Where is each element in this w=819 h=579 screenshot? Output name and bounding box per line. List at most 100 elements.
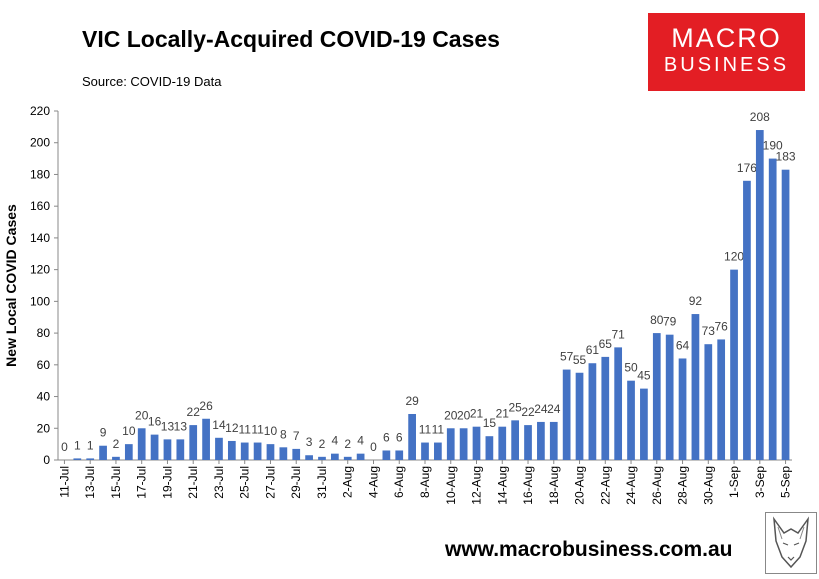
data-label: 13 — [161, 419, 175, 433]
x-tick-label: 20-Aug — [573, 466, 587, 505]
y-tick-label: 100 — [30, 294, 50, 308]
bar — [227, 440, 236, 460]
data-label: 21 — [470, 407, 484, 421]
data-label: 20 — [457, 408, 471, 422]
data-label: 24 — [547, 402, 561, 416]
bar — [240, 442, 249, 460]
data-label: 1 — [87, 438, 94, 452]
data-label: 45 — [637, 369, 651, 383]
bar — [421, 442, 429, 460]
x-tick-label: 1-Sep — [727, 466, 741, 498]
bar — [498, 426, 507, 460]
bar — [99, 445, 107, 460]
data-label: 14 — [212, 418, 226, 432]
data-label: 2 — [344, 437, 351, 451]
data-label: 24 — [534, 402, 548, 416]
x-tick-label: 12-Aug — [470, 466, 484, 505]
bar — [652, 333, 661, 460]
data-label: 73 — [702, 324, 716, 338]
bar — [691, 314, 700, 460]
data-label: 4 — [332, 434, 339, 448]
bar — [215, 437, 223, 460]
bar — [717, 339, 726, 460]
x-tick-label: 22-Aug — [598, 466, 612, 505]
bar — [524, 425, 532, 460]
y-tick-label: 80 — [37, 326, 51, 340]
bar — [137, 428, 146, 460]
data-label: 26 — [199, 399, 213, 413]
logo-line2: BUSINESS — [663, 54, 790, 76]
data-label: 11 — [251, 423, 264, 437]
data-label: 10 — [264, 424, 278, 438]
data-label: 190 — [763, 139, 783, 153]
x-tick-label: 29-Jul — [289, 466, 303, 499]
bar — [549, 421, 558, 460]
y-tick-label: 120 — [30, 263, 50, 277]
data-label: 65 — [599, 337, 613, 351]
data-label: 9 — [100, 426, 107, 440]
bar — [318, 456, 326, 460]
chart-source: Source: COVID-19 Data — [82, 74, 222, 89]
y-axis-label: New Local COVID Cases — [3, 204, 19, 367]
y-tick-label: 40 — [37, 390, 51, 404]
x-tick-label: 15-Jul — [109, 466, 123, 499]
x-tick-label: 2-Aug — [341, 466, 355, 498]
x-tick-label: 11-Jul — [57, 466, 71, 498]
bar — [562, 369, 571, 460]
bar — [112, 456, 120, 460]
data-label: 71 — [611, 327, 625, 341]
data-label: 8 — [280, 427, 287, 441]
bar — [588, 363, 597, 460]
bar — [408, 413, 416, 460]
data-label: 76 — [714, 319, 728, 333]
bar — [124, 444, 133, 460]
y-tick-label: 220 — [30, 104, 50, 118]
bar — [305, 455, 313, 460]
data-label: 64 — [676, 338, 690, 352]
bar — [86, 458, 95, 460]
x-tick-label: 28-Aug — [676, 466, 690, 505]
bar — [627, 380, 635, 460]
y-tick-label: 0 — [43, 453, 50, 467]
data-label: 55 — [573, 353, 587, 367]
x-tick-label: 30-Aug — [701, 466, 715, 505]
x-tick-label: 18-Aug — [547, 466, 561, 505]
data-label: 20 — [444, 408, 458, 422]
bar — [189, 425, 198, 460]
data-label: 50 — [624, 361, 638, 375]
data-label: 16 — [148, 415, 162, 429]
data-label: 183 — [776, 150, 796, 164]
data-label: 29 — [405, 394, 419, 408]
data-label: 2 — [319, 437, 326, 451]
bar — [279, 447, 288, 460]
bar — [356, 453, 365, 460]
data-label: 10 — [122, 424, 136, 438]
bar — [781, 169, 790, 461]
data-label: 12 — [225, 421, 239, 435]
chart-title: VIC Locally-Acquired COVID-19 Cases — [82, 26, 500, 52]
data-label: 79 — [663, 315, 677, 329]
x-tick-label: 19-Jul — [160, 466, 174, 499]
data-label: 25 — [508, 400, 522, 414]
x-tick-label: 14-Aug — [495, 466, 509, 505]
data-label: 11 — [238, 423, 251, 437]
y-tick-label: 140 — [30, 231, 50, 245]
data-label: 176 — [737, 161, 757, 175]
data-label: 61 — [586, 343, 600, 357]
data-label: 22 — [521, 405, 535, 419]
bar — [743, 180, 751, 461]
data-label: 2 — [113, 437, 120, 451]
data-label: 120 — [724, 250, 744, 264]
x-tick-label: 17-Jul — [135, 466, 149, 499]
x-tick-label: 26-Aug — [650, 466, 664, 505]
macrobusiness-logo: MACRO BUSINESS — [648, 13, 805, 91]
y-tick-label: 200 — [30, 136, 50, 150]
x-tick-label: 6-Aug — [392, 466, 406, 498]
x-tick-label: 5-Sep — [779, 466, 793, 498]
wolf-icon — [765, 512, 817, 574]
bar — [640, 388, 648, 460]
x-tick-label: 23-Jul — [212, 466, 226, 499]
x-tick-label: 13-Jul — [83, 466, 97, 499]
bar — [575, 372, 584, 460]
bar — [704, 344, 713, 460]
